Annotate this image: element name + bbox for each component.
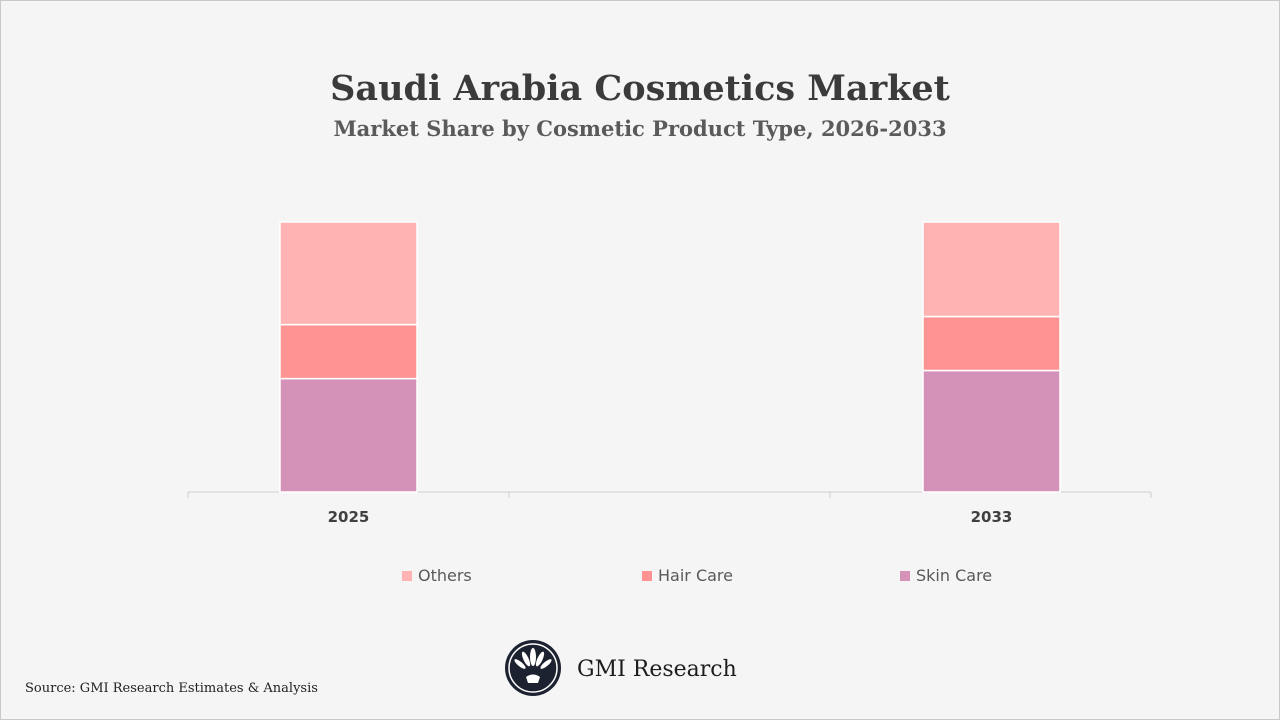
x-tick-label: 2025 [328,508,370,526]
legend-label: Others [418,566,472,585]
gmi-logo-icon [505,640,561,696]
bar-segment-skin-care-2025 [279,377,418,493]
bar-segment-hair-care-2025 [279,323,418,380]
chart-title: Saudi Arabia Cosmetics Market [330,68,950,109]
legend-label: Skin Care [916,566,993,585]
source-note: Source: GMI Research Estimates & Analysi… [25,681,318,696]
legend-swatch [642,570,652,581]
brand-name: GMI Research [577,657,737,682]
legend-label: Hair Care [658,566,733,585]
bar-segment-others-2025 [279,221,418,326]
legend-item-hair-care: Hair Care [642,566,733,585]
legend-swatch [900,570,910,581]
chart-legend: Others Hair Care Skin Care [0,566,1280,590]
legend-swatch [402,570,412,581]
bar-segment-hair-care-2033 [922,315,1061,372]
bar-segment-others-2033 [922,221,1061,318]
legend-item-others: Others [402,566,472,585]
x-tick-label: 2033 [971,508,1013,526]
legend-item-skin-care: Skin Care [900,566,992,585]
chart-subtitle: Market Share by Cosmetic Product Type, 2… [333,116,947,141]
bar-segment-skin-care-2033 [922,369,1061,493]
